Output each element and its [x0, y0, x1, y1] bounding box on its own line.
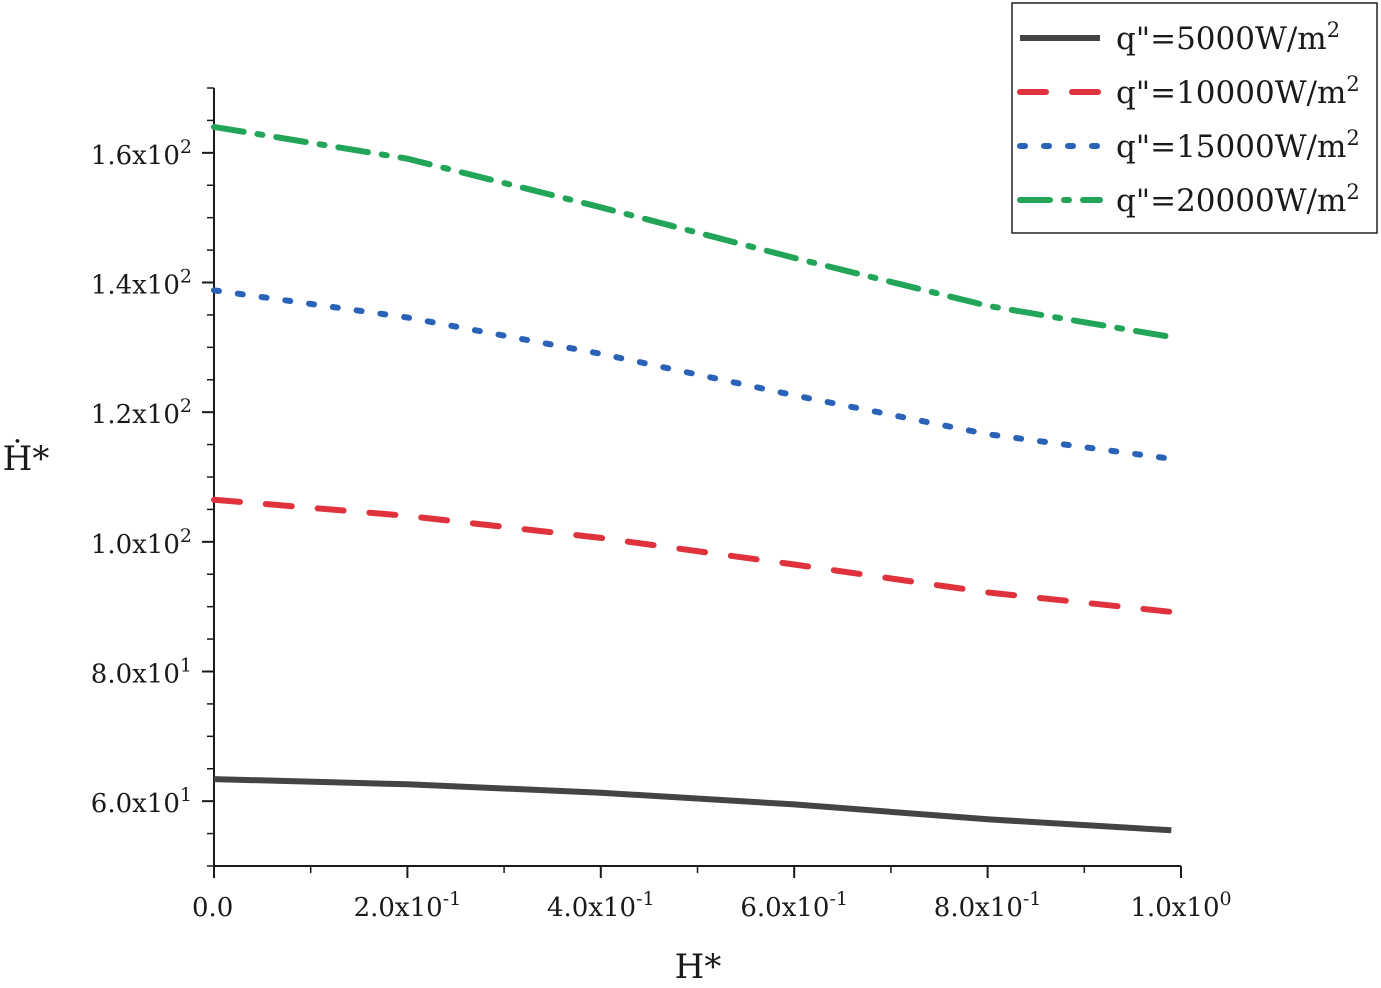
y-tick-label: 1.6x102: [91, 136, 192, 171]
legend-label-4: q"=20000W/m2: [1116, 180, 1360, 219]
series-line-2: [211, 496, 1175, 615]
legend-label-2: q"=10000W/m2: [1116, 72, 1360, 111]
series-lines: [211, 123, 1175, 834]
x-tick-label: 6.0x10-1: [740, 888, 848, 923]
y-axis-ticks: 6.0x101 8.0x101 1.0x102 1.2x102 1.4x102 1.6x1…: [91, 87, 214, 867]
y-tick-label: 1.0x102: [91, 525, 192, 560]
series-line-1: [213, 776, 1172, 834]
series-line-3: [211, 287, 1175, 462]
x-axis-title: H*: [675, 947, 722, 987]
x-tick-label: 4.0x10-1: [547, 888, 655, 923]
legend-label-3: q"=15000W/m2: [1116, 126, 1360, 165]
y-tick-label: 1.4x102: [91, 266, 192, 301]
x-axis-ticks: 0.0 2.0x10-1 4.0x10-1 6.0x10-1 8.0x10-1 1.0x1…: [192, 866, 1232, 923]
series-line-4: [211, 123, 1175, 340]
x-tick-label: 8.0x10-1: [934, 888, 1042, 923]
x-tick-label: 1.0x100: [1130, 888, 1231, 923]
x-tick-label: 0.0: [192, 893, 233, 923]
legend: q"=5000W/m2 q"=10000W/m2 q"=15000W/m2 q"=20…: [1011, 2, 1378, 234]
y-tick-label: 1.2x102: [91, 395, 192, 430]
y-axis-title: Ḣ*: [3, 439, 50, 479]
y-tick-label: 8.0x101: [91, 655, 192, 690]
x-tick-label: 2.0x10-1: [354, 888, 462, 923]
y-tick-label: 6.0x101: [91, 784, 192, 819]
legend-box: [1011, 2, 1378, 234]
legend-label-1: q"=5000W/m2: [1116, 18, 1340, 57]
